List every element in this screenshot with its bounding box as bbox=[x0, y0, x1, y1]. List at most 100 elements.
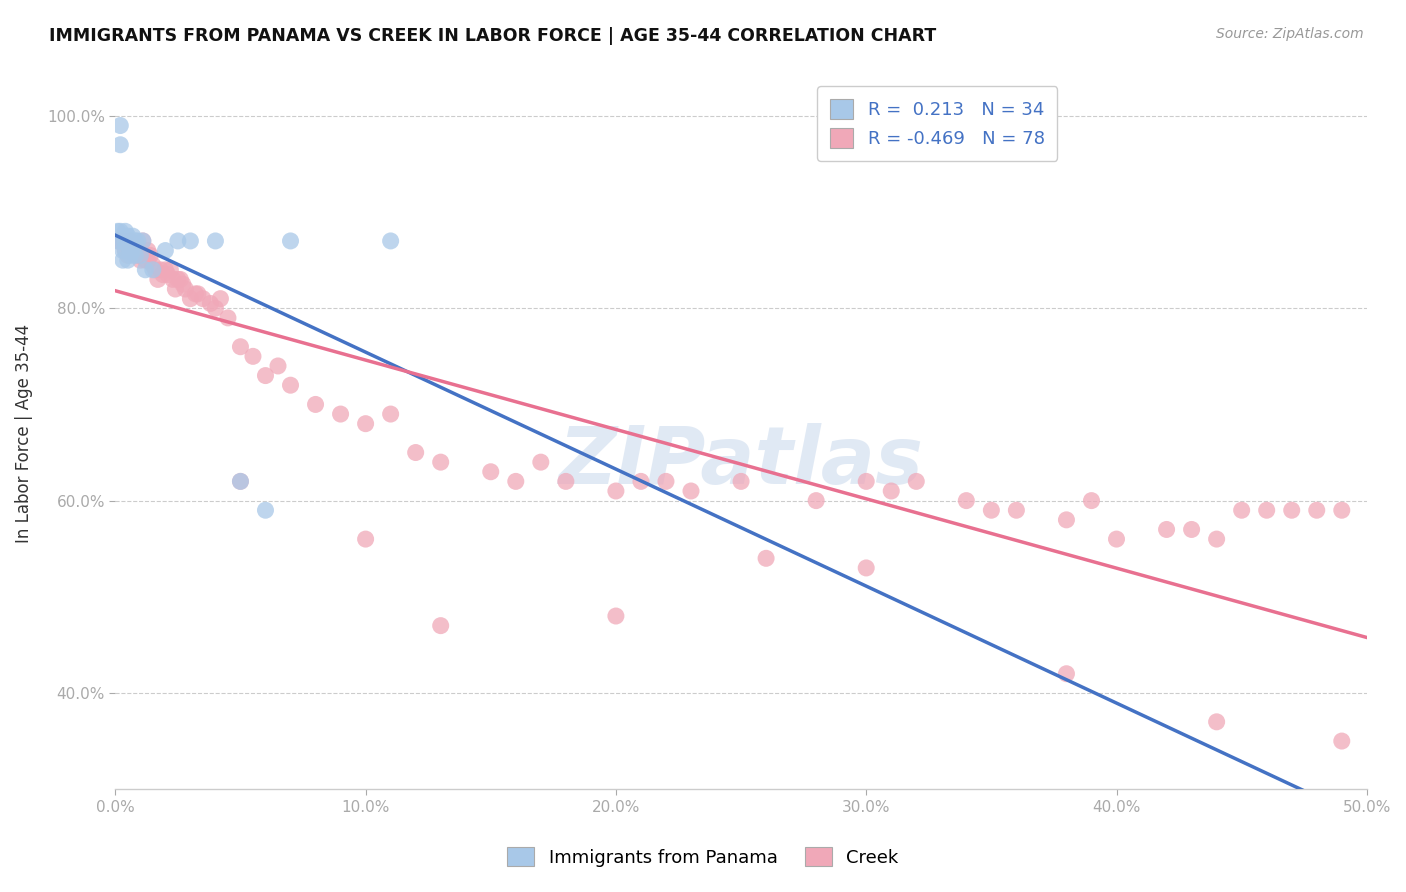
Point bbox=[124, 248, 146, 262]
Point bbox=[156, 268, 179, 282]
Point bbox=[905, 475, 928, 489]
Point bbox=[120, 234, 142, 248]
Point bbox=[121, 244, 143, 258]
Point bbox=[132, 234, 155, 248]
Point bbox=[162, 272, 184, 286]
Point bbox=[1205, 532, 1227, 546]
Point bbox=[204, 234, 226, 248]
Point bbox=[254, 368, 277, 383]
Point bbox=[479, 465, 502, 479]
Y-axis label: In Labor Force | Age 35-44: In Labor Force | Age 35-44 bbox=[15, 324, 32, 543]
Point bbox=[117, 239, 139, 253]
Point bbox=[187, 286, 209, 301]
Point bbox=[117, 253, 139, 268]
Point bbox=[111, 234, 134, 248]
Point bbox=[405, 445, 427, 459]
Point bbox=[1054, 666, 1077, 681]
Point bbox=[110, 234, 132, 248]
Point bbox=[229, 475, 252, 489]
Point bbox=[121, 239, 143, 253]
Point bbox=[142, 258, 165, 272]
Point bbox=[129, 244, 152, 258]
Point bbox=[730, 475, 752, 489]
Point bbox=[217, 310, 239, 325]
Point bbox=[114, 244, 136, 258]
Point bbox=[127, 248, 149, 262]
Point bbox=[1181, 523, 1204, 537]
Point bbox=[605, 609, 627, 624]
Point bbox=[111, 234, 134, 248]
Point bbox=[1205, 714, 1227, 729]
Text: IMMIGRANTS FROM PANAMA VS CREEK IN LABOR FORCE | AGE 35-44 CORRELATION CHART: IMMIGRANTS FROM PANAMA VS CREEK IN LABOR… bbox=[49, 27, 936, 45]
Point bbox=[143, 262, 166, 277]
Point bbox=[120, 248, 142, 262]
Point bbox=[1230, 503, 1253, 517]
Point bbox=[1330, 503, 1353, 517]
Point bbox=[121, 229, 143, 244]
Point bbox=[429, 455, 451, 469]
Point bbox=[229, 340, 252, 354]
Point bbox=[110, 224, 132, 238]
Point bbox=[329, 407, 352, 421]
Point bbox=[167, 234, 190, 248]
Legend: Immigrants from Panama, Creek: Immigrants from Panama, Creek bbox=[501, 840, 905, 874]
Point bbox=[630, 475, 652, 489]
Point bbox=[117, 248, 139, 262]
Point bbox=[1054, 513, 1077, 527]
Point bbox=[184, 286, 207, 301]
Point bbox=[110, 137, 132, 152]
Point bbox=[127, 234, 149, 248]
Point bbox=[855, 561, 877, 575]
Point bbox=[804, 493, 827, 508]
Point bbox=[380, 234, 402, 248]
Point bbox=[142, 262, 165, 277]
Point bbox=[755, 551, 778, 566]
Point bbox=[254, 503, 277, 517]
Point bbox=[955, 493, 977, 508]
Point bbox=[114, 244, 136, 258]
Point bbox=[605, 483, 627, 498]
Point bbox=[159, 262, 181, 277]
Point bbox=[179, 234, 201, 248]
Point bbox=[155, 262, 177, 277]
Point bbox=[107, 234, 129, 248]
Point bbox=[380, 407, 402, 421]
Point bbox=[169, 272, 191, 286]
Point bbox=[1105, 532, 1128, 546]
Point bbox=[1080, 493, 1102, 508]
Point bbox=[129, 253, 152, 268]
Point bbox=[174, 282, 197, 296]
Point bbox=[149, 262, 172, 277]
Point bbox=[139, 248, 162, 262]
Point bbox=[132, 234, 155, 248]
Point bbox=[124, 239, 146, 253]
Point bbox=[1306, 503, 1329, 517]
Point bbox=[136, 244, 159, 258]
Point bbox=[229, 475, 252, 489]
Point bbox=[980, 503, 1002, 517]
Point bbox=[354, 532, 377, 546]
Point bbox=[107, 234, 129, 248]
Point bbox=[120, 244, 142, 258]
Point bbox=[134, 262, 156, 277]
Point bbox=[155, 244, 177, 258]
Point bbox=[554, 475, 576, 489]
Point bbox=[530, 455, 553, 469]
Point bbox=[110, 119, 132, 133]
Point bbox=[134, 253, 156, 268]
Legend: R =  0.213   N = 34, R = -0.469   N = 78: R = 0.213 N = 34, R = -0.469 N = 78 bbox=[817, 87, 1057, 161]
Point bbox=[1330, 734, 1353, 748]
Point bbox=[429, 618, 451, 632]
Point bbox=[1256, 503, 1278, 517]
Point bbox=[280, 234, 302, 248]
Point bbox=[1005, 503, 1028, 517]
Point bbox=[204, 301, 226, 316]
Point bbox=[146, 272, 169, 286]
Point bbox=[152, 268, 174, 282]
Point bbox=[354, 417, 377, 431]
Text: Source: ZipAtlas.com: Source: ZipAtlas.com bbox=[1216, 27, 1364, 41]
Point bbox=[167, 272, 190, 286]
Point bbox=[111, 253, 134, 268]
Point bbox=[107, 224, 129, 238]
Point bbox=[120, 244, 142, 258]
